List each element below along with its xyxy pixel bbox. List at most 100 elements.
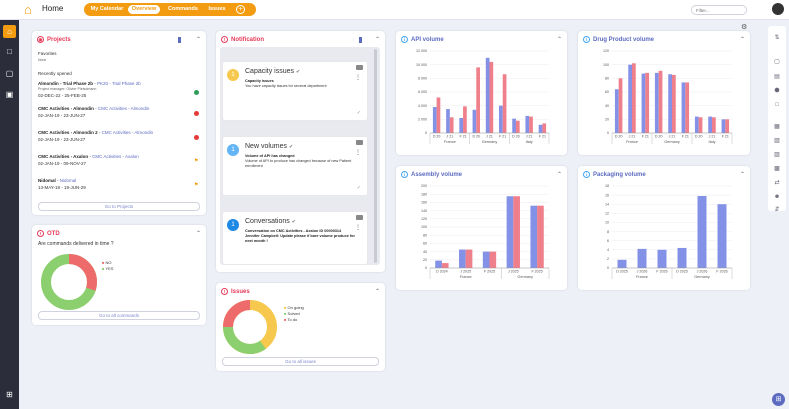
- more-options-icon[interactable]: ⋮: [355, 150, 361, 156]
- folder-export-icon[interactable]: ▢: [5, 69, 14, 78]
- group-label: France: [460, 275, 472, 279]
- notification-icon: !: [221, 36, 228, 43]
- info-icon: i: [583, 171, 590, 178]
- tab-overview[interactable]: Overview: [128, 5, 160, 14]
- chevron-up-icon[interactable]: ⌃: [556, 37, 562, 43]
- y-tick-label: 200: [421, 184, 427, 188]
- add-widget-icon[interactable]: ⊞: [6, 390, 13, 399]
- bar: [465, 249, 473, 268]
- comment-icon[interactable]: □: [775, 102, 779, 108]
- y-tick-label: 100: [421, 225, 427, 229]
- notification-item[interactable]: 1 Capacity issues ✔ Capacity issues You h…: [222, 61, 368, 121]
- x-tick-label: J 2025: [460, 270, 471, 274]
- chevron-up-icon[interactable]: ⌃: [556, 172, 562, 178]
- filter-sliders-icon[interactable]: ⇄: [774, 180, 780, 186]
- issues-slice-todo[interactable]: [223, 300, 277, 354]
- x-tick-label: D 2024: [436, 270, 448, 274]
- more-options-icon[interactable]: ⋮: [355, 225, 361, 231]
- bar: [712, 117, 716, 133]
- bar: [499, 105, 503, 133]
- assembly-volume-card: i Assembly volume ⌃ 0 20 40 60 80 100 120 140 160…: [396, 166, 567, 290]
- tab-bar: My Calendar Overview Commands Issues +: [84, 3, 256, 16]
- bar: [435, 260, 442, 268]
- bar: [489, 251, 497, 268]
- help-button-icon[interactable]: ⊞: [772, 393, 785, 406]
- add-tab-button[interactable]: +: [236, 5, 245, 14]
- calendar-group-icon[interactable]: ▨: [774, 152, 780, 158]
- list-item[interactable]: Almondin - Trial Phase 2b - PK20 - Trial…: [32, 80, 206, 104]
- book-icon[interactable]: ▤: [774, 74, 780, 80]
- filter-input[interactable]: [691, 5, 747, 15]
- chevron-up-icon[interactable]: ⌃: [195, 37, 201, 43]
- info-icon: i: [583, 36, 590, 43]
- gear-icon[interactable]: ⚙: [741, 24, 748, 31]
- notification-item[interactable]: 1 New volumes ✔ Volume of API has change…: [222, 136, 368, 196]
- notification-item[interactable]: 1 Conversations ✔ Conversation on CMC Ac…: [222, 211, 368, 265]
- home-icon[interactable]: ⌂: [24, 2, 32, 17]
- bar: [436, 97, 441, 133]
- list-item[interactable]: CMC Activities - Almondin - CMC Activiti…: [32, 104, 206, 128]
- check-icon[interactable]: ✓: [356, 185, 361, 191]
- y-tick-label: 180: [421, 192, 427, 196]
- home-nav-icon[interactable]: ⌂: [3, 25, 16, 38]
- group-label: France: [626, 140, 638, 144]
- chevron-up-icon[interactable]: ⌃: [739, 37, 745, 43]
- y-tick-label: 120: [421, 217, 427, 221]
- calendar-check-icon[interactable]: ▩: [774, 166, 780, 172]
- scrollbar[interactable]: [374, 49, 377, 263]
- bar: [654, 72, 659, 133]
- bar: [617, 259, 627, 268]
- briefcase-icon[interactable]: ▣: [5, 90, 14, 99]
- y-tick-label: 0: [425, 266, 427, 270]
- list-item[interactable]: Nidomal - Nidomal 13-MAY-18 - 19-JUN-29 …: [38, 178, 199, 190]
- check-icon[interactable]: ✓: [356, 110, 361, 116]
- list-item[interactable]: CMC Activities - Almondin 2 - CMC Activi…: [32, 128, 206, 152]
- bar: [637, 248, 647, 268]
- bar: [482, 251, 490, 268]
- y-tick-label: 120: [603, 49, 609, 53]
- y-tick-label: 60: [423, 242, 427, 246]
- x-tick-label: F 2026: [656, 270, 667, 274]
- tab-my-calendar[interactable]: My Calendar: [90, 6, 124, 12]
- x-tick-label: F 2026: [716, 270, 727, 274]
- x-tick-label: D 20: [655, 135, 663, 139]
- user-avatar-icon[interactable]: [772, 3, 784, 15]
- more-options-icon[interactable]: ⋮: [355, 75, 361, 81]
- save-icon[interactable]: ▢: [774, 59, 780, 65]
- x-tick-label: F 2025: [484, 270, 495, 274]
- bookmark-icon[interactable]: [178, 37, 181, 43]
- chevron-up-icon[interactable]: ⌃: [739, 172, 745, 178]
- bookmark-icon[interactable]: [359, 37, 362, 43]
- otd-slice-no[interactable]: [41, 254, 97, 310]
- transfer-icon[interactable]: ⇵: [774, 207, 780, 213]
- x-tick-label: D 20: [472, 135, 480, 139]
- list-item[interactable]: CMC Activities - Axalon - CMC Activities…: [38, 154, 199, 166]
- notification-title: Conversations ✔: [245, 218, 296, 225]
- go-to-projects-button[interactable]: Go to Projects: [38, 202, 200, 211]
- calendar-icon[interactable]: ▦: [774, 124, 780, 130]
- x-tick-label: F 21: [459, 135, 466, 139]
- calendar-list-icon[interactable]: ▧: [774, 138, 780, 144]
- box-icon[interactable]: ⬢: [774, 88, 780, 94]
- chevron-up-icon[interactable]: ⌃: [374, 37, 380, 43]
- recent-label: Recently opened: [38, 71, 72, 76]
- bar: [542, 123, 547, 133]
- drug-product-volume-card: i Drug Product volume ⌃ 0 20 40 60 80 100 120 D …: [578, 31, 750, 155]
- users-icon[interactable]: ☻: [773, 194, 781, 200]
- go-to-all-issues-button[interactable]: Go to all issues: [222, 357, 379, 366]
- flag-icon: ⚑: [194, 182, 199, 188]
- chevron-up-icon[interactable]: ⌃: [195, 231, 201, 237]
- status-green-icon: [194, 90, 199, 95]
- bar: [472, 109, 477, 133]
- tag-icon: [356, 140, 363, 145]
- go-to-all-commands-button[interactable]: Go to all commands: [38, 311, 200, 320]
- sort-icon[interactable]: ⇅: [774, 35, 780, 41]
- x-tick-label: J 21: [709, 135, 716, 139]
- tab-commands[interactable]: Commands: [168, 6, 198, 12]
- issues-donut-chart: [223, 300, 277, 354]
- left-sidebar: ⌂ □ ▢ ▣ ⊞: [0, 20, 19, 409]
- bar: [489, 61, 494, 133]
- tab-issues[interactable]: Issues: [208, 6, 226, 12]
- chevron-up-icon[interactable]: ⌃: [374, 289, 380, 295]
- folder-icon[interactable]: □: [7, 47, 12, 56]
